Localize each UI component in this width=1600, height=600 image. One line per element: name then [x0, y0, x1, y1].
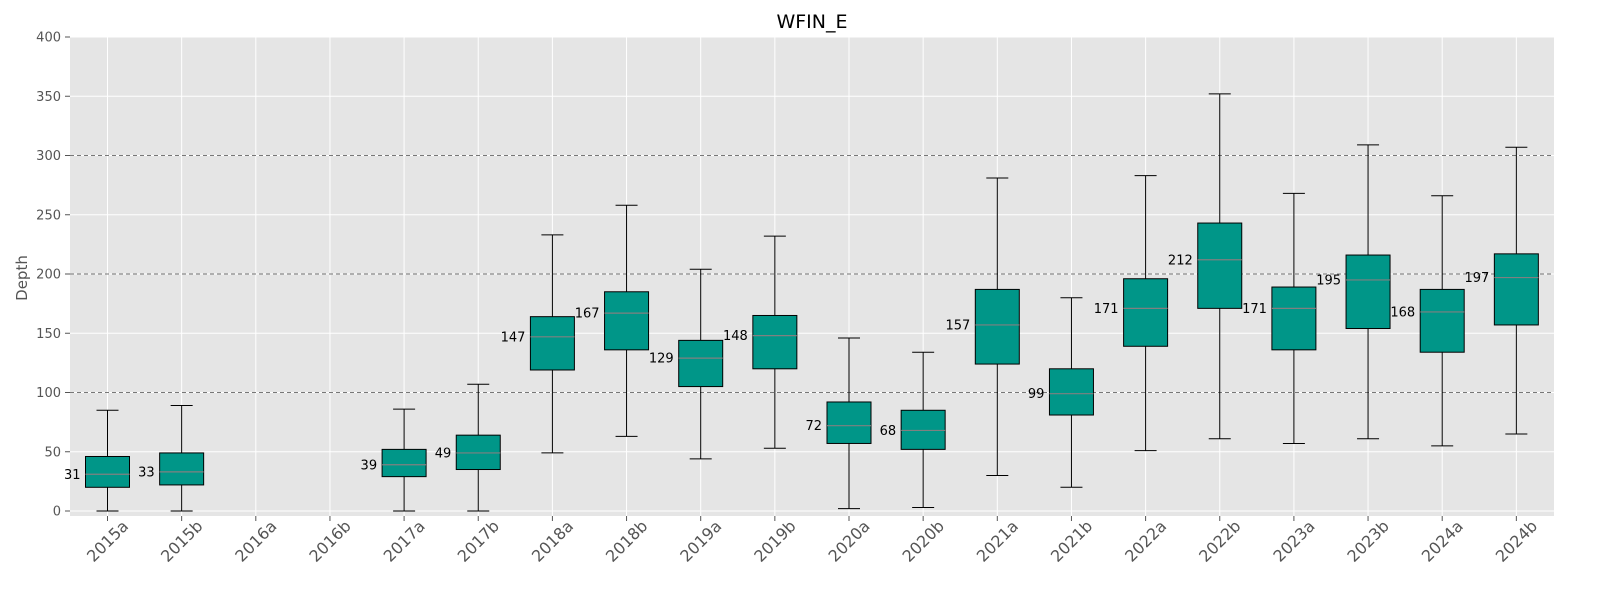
box-body: [529, 316, 575, 371]
box-body: [159, 452, 205, 486]
boxes: 31 33 39 49 147 167 129 148 72 68 157 99 171 212 171 19…: [64, 93, 1539, 512]
box-2024b: 197: [1465, 146, 1539, 435]
median-label: 147: [501, 330, 526, 345]
x-tick-label: 2020b: [899, 516, 948, 565]
chart-title: WFIN_E: [776, 11, 847, 33]
box-body: [1419, 288, 1465, 353]
median-label: 99: [1028, 387, 1045, 402]
box-2018a: 147: [501, 234, 575, 454]
box-2018b: 167: [575, 204, 650, 437]
x-tick-label: 2019a: [676, 517, 725, 566]
box-body: [1123, 278, 1169, 347]
x-tick-label: 2015b: [157, 516, 206, 565]
y-tick-label: 100: [36, 386, 61, 401]
median-label: 39: [361, 458, 378, 473]
y-tick-label: 0: [53, 505, 61, 520]
median-label: 31: [64, 468, 81, 483]
x-tick-label: 2023a: [1269, 517, 1318, 566]
box-body: [1493, 253, 1539, 326]
box-body: [1271, 286, 1317, 351]
plot-area: [70, 37, 1554, 516]
box-2022b: 212: [1168, 93, 1243, 440]
x-tick-label: 2022b: [1195, 516, 1244, 565]
x-tick-label: 2021a: [973, 517, 1022, 566]
box-body: [752, 314, 798, 370]
box-body: [1197, 222, 1243, 309]
box-2022a: 171: [1094, 175, 1169, 452]
reference-lines: [70, 155, 1554, 393]
x-tick-label: 2024a: [1418, 517, 1467, 566]
box-2023a: 171: [1242, 192, 1317, 444]
box-2021a: 157: [945, 177, 1020, 476]
box-body: [1048, 368, 1094, 416]
box-2023b: 195: [1316, 144, 1391, 440]
median-label: 157: [945, 318, 970, 333]
box-2024a: 168: [1390, 195, 1465, 447]
box-body: [1345, 254, 1391, 330]
x-tick-label: 2017b: [454, 516, 503, 565]
x-tick-label: 2015a: [83, 517, 132, 566]
box-2020a: 72: [805, 337, 872, 510]
box-body: [678, 339, 724, 388]
box-2021b: 99: [1028, 297, 1094, 488]
x-tick-label: 2024b: [1492, 516, 1541, 565]
y-axis-label: Depth: [13, 255, 31, 301]
x-tick-label: 2020a: [825, 517, 874, 566]
x-tick-label: 2023b: [1343, 516, 1392, 565]
x-tick-label: 2016b: [305, 516, 354, 565]
median-label: 49: [435, 446, 452, 461]
median-label: 195: [1316, 273, 1341, 288]
median-label: 148: [723, 329, 748, 344]
box-body: [85, 455, 130, 488]
median-label: 197: [1465, 271, 1490, 286]
median-label: 171: [1242, 302, 1267, 317]
median-label: 171: [1094, 302, 1119, 317]
x-axis: 2015a 2015b 2016a 2016b 2017a 2017b 2018a 2018b…: [83, 516, 1541, 566]
y-tick-label: 150: [36, 327, 61, 342]
box-2019b: 148: [723, 235, 798, 449]
y-tick-label: 250: [36, 208, 61, 223]
median-label: 168: [1390, 305, 1415, 320]
box-body: [381, 448, 427, 478]
box-body: [974, 288, 1020, 365]
x-tick-label: 2018b: [602, 516, 651, 565]
box-2015a: 31: [64, 409, 130, 512]
x-tick-label: 2021b: [1047, 516, 1096, 565]
y-tick-label: 400: [36, 31, 61, 46]
box-2019a: 129: [649, 268, 724, 460]
y-tick-label: 50: [44, 445, 61, 460]
y-tick-label: 300: [36, 149, 61, 164]
x-tick-label: 2019b: [750, 516, 799, 565]
y-axis: 0 50 100 150 200 250 300 350 400: [36, 31, 70, 520]
median-label: 129: [649, 352, 674, 367]
box-body: [604, 291, 650, 351]
x-tick-label: 2017a: [380, 517, 429, 566]
x-tick-label: 2022a: [1121, 517, 1170, 566]
median-label: 167: [575, 307, 600, 322]
x-tick-label: 2016a: [231, 517, 280, 566]
median-label: 33: [138, 465, 155, 480]
median-label: 212: [1168, 253, 1193, 268]
box-body: [826, 401, 872, 444]
box-2017b: 49: [435, 383, 501, 512]
box-2020b: 68: [880, 351, 946, 508]
y-tick-label: 200: [36, 268, 61, 283]
median-label: 72: [805, 419, 822, 434]
x-tick-label: 2018a: [528, 517, 577, 566]
median-label: 68: [880, 424, 897, 439]
box-2017a: 39: [361, 408, 427, 512]
y-tick-label: 350: [36, 90, 61, 105]
box-2015b: 33: [138, 405, 205, 512]
